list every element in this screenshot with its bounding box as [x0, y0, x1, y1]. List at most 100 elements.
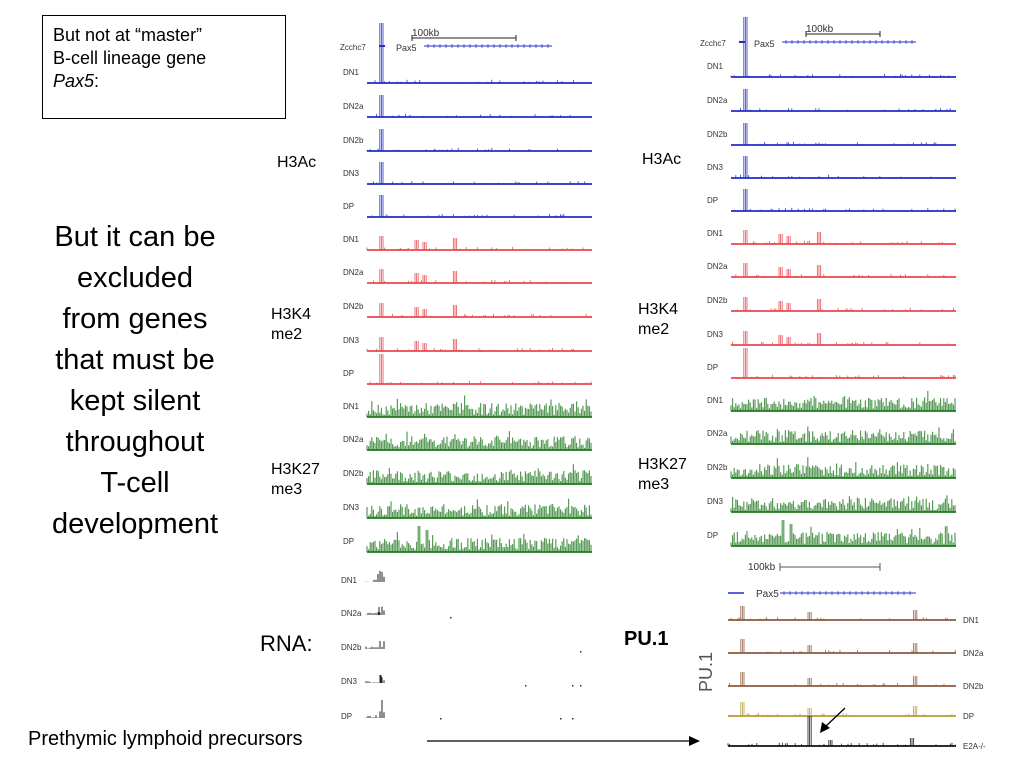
stage-label: DN3	[343, 503, 360, 512]
gene-label-zcchc7: Zcchc7	[340, 43, 366, 52]
signal-track	[366, 498, 592, 518]
rna-dot	[580, 651, 582, 653]
pu1-peak-arrow-line	[824, 707, 846, 728]
pu1-scale-label: 100kb	[748, 562, 776, 573]
stage-label: DN1	[343, 235, 360, 244]
rna-dot	[572, 718, 574, 720]
stage-label: DN3	[343, 169, 360, 178]
signal-track	[735, 156, 932, 178]
signal-track	[372, 269, 566, 283]
rna-stage-label: DN2b	[341, 643, 362, 652]
pu1-track-label: E2A-/-	[963, 742, 986, 751]
signal-track	[730, 426, 956, 444]
stage-label: DP	[343, 369, 354, 378]
signal-track	[730, 606, 948, 620]
right-h3k27-line1: H3K27	[638, 456, 687, 473]
stage-label: DN1	[707, 396, 724, 405]
stage-label: DN1	[343, 402, 360, 411]
pu1-track-label: DN2b	[963, 682, 984, 691]
pu1-peak-arrowhead	[820, 722, 830, 733]
main-line: T-cell	[100, 467, 170, 499]
signal-track	[366, 337, 574, 351]
signal-track	[366, 526, 592, 552]
main-line: But it can be	[54, 221, 216, 253]
gene-label-zcchc7: Zcchc7	[700, 39, 726, 48]
right-h3k4-label: H3K4 me2	[638, 300, 678, 340]
left-h3k27-line1: H3K27	[271, 461, 320, 478]
signal-track	[736, 348, 956, 378]
track-layer: Zcchc7 Pax5 100kb DN1 DN2a DN2b DN3 DP DN1 DN2a DN…	[340, 17, 986, 751]
rna-stage-label: DN3	[341, 677, 358, 686]
pu1-track-label: DP	[963, 712, 974, 721]
pu1-gene-label-pax5: Pax5	[756, 589, 779, 600]
rna-signal	[365, 675, 385, 683]
main-line: that must be	[55, 344, 215, 376]
callout-line-1: But not at “master”	[53, 25, 203, 45]
stage-label: DN2b	[343, 136, 364, 145]
rna-stage-label: DN2a	[341, 609, 362, 618]
stage-label: DN3	[343, 336, 360, 345]
signal-track	[730, 391, 956, 411]
signal-track	[735, 297, 954, 311]
rna-signal	[365, 700, 385, 718]
stage-label: DN3	[707, 497, 724, 506]
signal-track	[730, 331, 954, 345]
stage-label: DN2a	[343, 102, 364, 111]
signal-track	[730, 520, 956, 546]
left-h3k4-label: H3K4 me2	[271, 305, 311, 345]
stage-label: DP	[707, 363, 718, 372]
stage-label: DN2b	[707, 130, 728, 139]
signal-track	[366, 464, 592, 484]
callout-line-3: Pax5:	[53, 70, 275, 93]
callout-box: But not at “master” B-cell lineage gene …	[42, 15, 286, 119]
signal-track	[372, 162, 586, 184]
rna-signal	[365, 570, 385, 582]
signal-track	[740, 89, 951, 111]
stage-label: DN1	[343, 68, 360, 77]
signal-track	[729, 672, 945, 686]
stage-label: DN3	[707, 330, 724, 339]
signal-track	[727, 716, 956, 746]
rna-label: RNA:	[260, 631, 313, 656]
stage-label: DN2a	[343, 268, 364, 277]
main-statement: But it can be excluded from genes that m…	[20, 217, 250, 545]
left-h3k4-line1: H3K4	[271, 306, 312, 323]
stage-label: DN2a	[707, 262, 728, 271]
rna-stage-label: DN1	[341, 576, 358, 585]
signal-track	[379, 303, 592, 317]
rna-dot	[440, 718, 442, 720]
signal-track	[366, 236, 584, 250]
left-h3ac-label: H3Ac	[277, 154, 317, 171]
stage-label: DN3	[707, 163, 724, 172]
left-h3k4-line2: me2	[271, 326, 303, 343]
signal-track	[376, 95, 571, 117]
stage-label: DN2a	[707, 429, 728, 438]
scale-bar-label: 100kb	[412, 28, 440, 39]
left-h3k27-line2: me3	[271, 481, 303, 498]
stage-label: DP	[707, 531, 718, 540]
main-line: development	[51, 508, 219, 540]
right-h3k27-label: H3K27 me3	[638, 455, 687, 495]
pu1-track-label: DN2a	[963, 649, 984, 658]
signal-track	[730, 495, 956, 512]
right-h3k4-line2: me2	[638, 321, 670, 338]
callout-line-2: B-cell lineage gene	[53, 48, 207, 68]
signal-track	[369, 354, 592, 384]
stage-label: DN2b	[343, 469, 364, 478]
footer-label: Prethymic lymphoid precursors	[28, 728, 303, 750]
stage-label: DN1	[707, 62, 724, 71]
signal-track	[743, 230, 953, 244]
rna-dot	[525, 685, 527, 687]
main-line: throughout	[65, 426, 205, 458]
callout-colon: :	[94, 71, 100, 91]
stage-label: DP	[343, 202, 354, 211]
stage-label: DN2a	[707, 96, 728, 105]
gene-label-pax5: Pax5	[396, 43, 417, 53]
stage-label: DP	[707, 196, 718, 205]
signal-track	[369, 23, 574, 83]
signal-track	[371, 195, 565, 217]
signal-track	[366, 431, 592, 450]
main-line: kept silent	[69, 385, 201, 417]
signal-track	[729, 702, 956, 716]
